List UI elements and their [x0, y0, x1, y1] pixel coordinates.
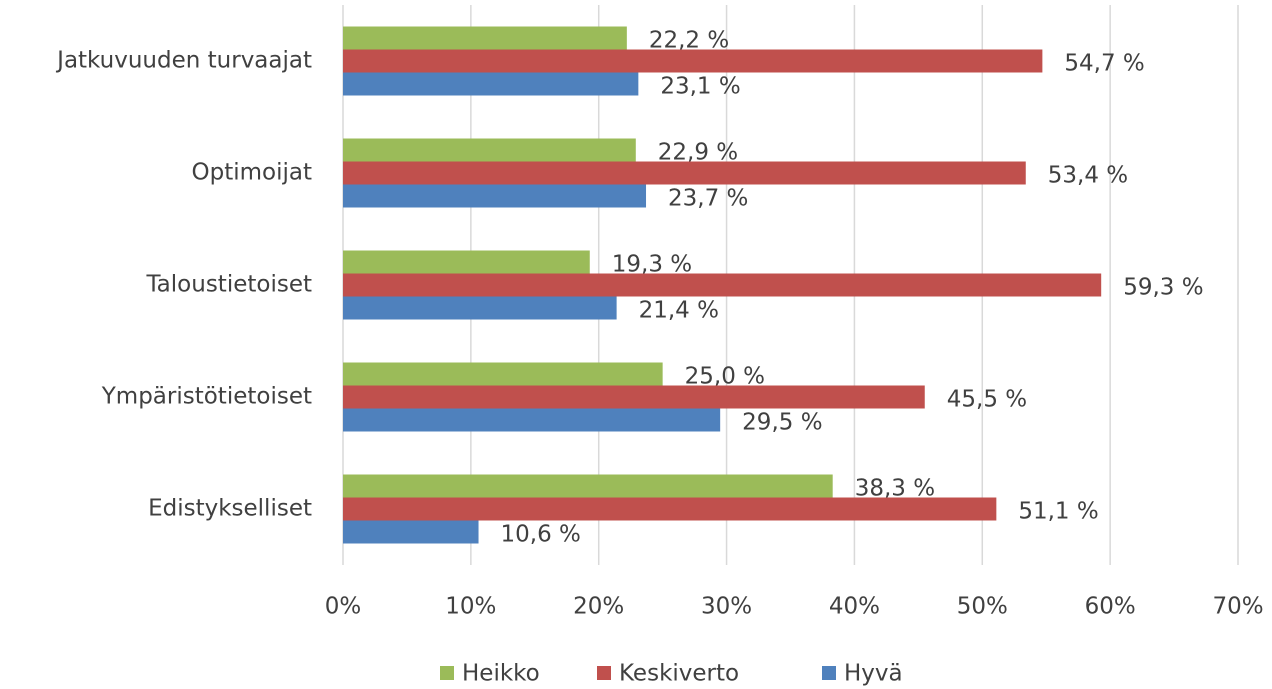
bar [343, 520, 479, 544]
data-label: 22,9 % [658, 140, 738, 166]
legend-label: Hyvä [844, 661, 903, 687]
y-tick-label: Taloustietoiset [145, 272, 312, 298]
data-label: 51,1 % [1018, 499, 1098, 525]
data-label: 38,3 % [855, 476, 935, 502]
bar [343, 408, 721, 432]
data-label: 19,3 % [612, 252, 692, 278]
bar [343, 273, 1102, 297]
y-tick-label: Optimoijat [192, 160, 312, 186]
data-label: 54,7 % [1064, 51, 1144, 77]
bar [343, 138, 636, 162]
legend-swatch [597, 666, 611, 680]
data-label: 53,4 % [1048, 163, 1128, 189]
bar [343, 362, 663, 386]
data-label: 22,2 % [649, 28, 729, 54]
legend-swatch [822, 666, 836, 680]
bar [343, 26, 627, 50]
bar [343, 497, 997, 521]
bar [343, 161, 1026, 185]
bar [343, 184, 647, 208]
x-tick-label: 30% [701, 594, 752, 620]
bar [343, 72, 639, 96]
y-tick-label: Jatkuvuuden turvaajat [55, 48, 312, 74]
x-tick-label: 40% [829, 594, 880, 620]
x-tick-label: 10% [445, 594, 496, 620]
legend-label: Keskiverto [619, 661, 739, 687]
data-label: 10,6 % [501, 522, 581, 548]
x-tick-label: 70% [1212, 594, 1263, 620]
y-tick-label: Ympäristötietoiset [101, 384, 312, 410]
bar [343, 385, 925, 409]
bar [343, 250, 590, 274]
data-label: 59,3 % [1123, 275, 1203, 301]
x-tick-label: 20% [573, 594, 624, 620]
x-tick-label: 60% [1085, 594, 1136, 620]
data-label: 23,7 % [668, 186, 748, 212]
legend-label: Heikko [462, 661, 540, 687]
x-tick-label: 50% [957, 594, 1008, 620]
bar [343, 49, 1043, 73]
data-label: 23,1 % [660, 74, 740, 100]
bar [343, 474, 833, 498]
legend-swatch [440, 666, 454, 680]
bar [343, 296, 617, 320]
data-label: 21,4 % [639, 298, 719, 324]
data-label: 29,5 % [742, 410, 822, 436]
y-tick-label: Edistykselliset [148, 496, 312, 522]
data-label: 45,5 % [947, 387, 1027, 413]
x-tick-label: 0% [325, 594, 362, 620]
data-label: 25,0 % [685, 364, 765, 390]
